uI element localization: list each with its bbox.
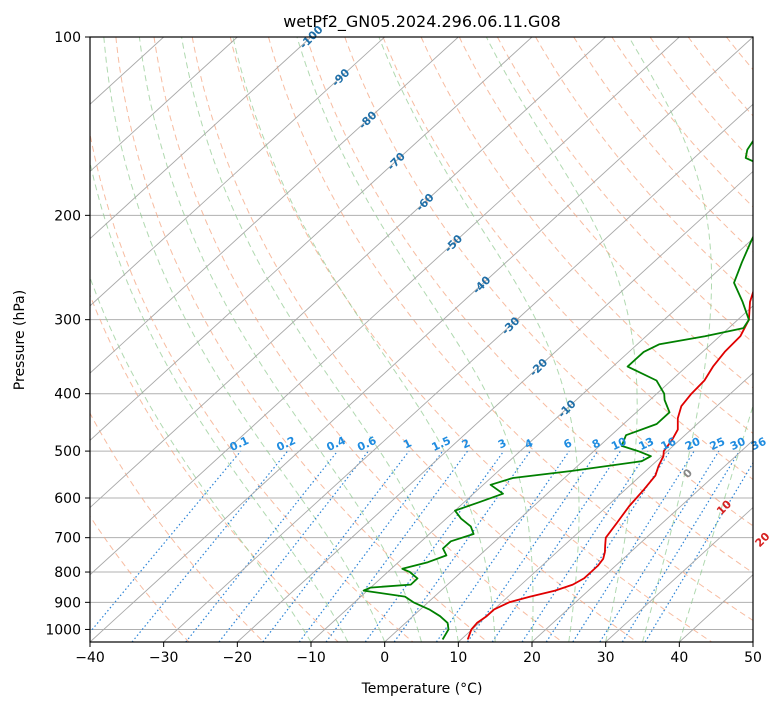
mixing-ratio-line — [262, 450, 410, 642]
isotherm-line — [90, 37, 459, 374]
y-tick-label: 800 — [54, 565, 81, 581]
moist-adiabat-line — [103, 37, 386, 642]
isotherm-line — [90, 37, 753, 642]
mixing-ratio-line — [644, 461, 753, 642]
x-axis-label: Temperature (°C) — [361, 681, 483, 697]
isotherm-line — [90, 37, 606, 509]
dry-adiabat-line — [153, 37, 563, 642]
mixing-ratio-label: 13 — [637, 435, 656, 453]
pressure-gridlines — [90, 37, 753, 630]
sounding-series — [362, 140, 753, 640]
dry-adiabat-line — [90, 412, 264, 642]
isotherm-line — [458, 372, 753, 642]
dry-adiabat-line — [90, 293, 339, 642]
temperature-profile-line — [466, 289, 753, 640]
mixing-ratio-line — [131, 450, 289, 642]
dry-adiabat-line — [115, 37, 488, 642]
mixing-ratio-label: 36 — [749, 435, 769, 453]
x-tick-label: 20 — [523, 650, 541, 666]
mixing-ratio-line — [393, 450, 531, 642]
mixing-ratio-line — [90, 450, 242, 634]
isotherm-line — [90, 37, 238, 173]
mixing-ratio-line — [572, 450, 695, 642]
isotherm-line — [384, 305, 753, 642]
mixing-ratio-label: 10 — [609, 435, 629, 453]
x-tick-label: −30 — [149, 650, 179, 666]
mixing-ratio-label: 30 — [728, 435, 748, 453]
isotherm-line — [90, 37, 312, 240]
mixing-ratio-line — [218, 450, 369, 642]
mixing-ratio-line — [364, 450, 505, 642]
x-tick-label: 0 — [380, 650, 389, 666]
moist-adiabat-line — [485, 37, 638, 642]
moist-adiabat-line — [378, 37, 580, 642]
y-tick-label: 100 — [54, 30, 81, 46]
dry-adiabat-line — [90, 515, 190, 642]
mixing-ratio-label: 16 — [659, 435, 679, 453]
chart-title: wetPf2_GN05.2024.296.06.11.G08 — [283, 12, 561, 32]
dry-adiabat-line — [344, 37, 753, 527]
x-tick-label: −20 — [223, 650, 253, 666]
isotherm-line — [163, 103, 753, 642]
x-axis-ticks: −40 −30 −20 −10 0 10 20 30 40 50 — [75, 642, 762, 666]
moist-adiabat-line — [678, 404, 753, 642]
x-tick-label: 50 — [744, 650, 762, 666]
dry-adiabats — [90, 37, 753, 642]
plot-frame — [89, 36, 754, 643]
moist-adiabat-line — [232, 37, 496, 642]
x-tick-label: 10 — [449, 650, 467, 666]
moist-adiabat-line — [296, 37, 534, 642]
y-axis-ticks: 100 200 300 400 500 600 700 800 900 1000 — [45, 30, 90, 638]
y-tick-label: 1000 — [45, 622, 81, 638]
isotherms — [90, 37, 753, 642]
isotherm-line — [237, 170, 753, 642]
y-axis-label: Pressure (hPa) — [12, 290, 28, 390]
dry-adiabat-line — [306, 37, 753, 574]
x-tick-label: −40 — [75, 650, 105, 666]
moist-adiabat-line — [138, 37, 422, 642]
isotherm-line — [90, 37, 385, 307]
moist-adiabats — [90, 37, 753, 642]
mixing-ratio-line — [599, 450, 720, 642]
isotherm-line — [90, 37, 680, 576]
isotherm-line — [531, 439, 753, 642]
dry-adiabat-line — [535, 37, 753, 298]
x-tick-label: 30 — [597, 650, 615, 666]
moist-adiabat-line — [181, 37, 459, 642]
mixing-ratio-line — [467, 450, 599, 642]
isotherm-line — [310, 238, 753, 642]
dry-adiabat-line — [573, 37, 753, 253]
dry-adiabat-line — [382, 37, 753, 481]
y-tick-label: 900 — [54, 595, 81, 611]
dry-adiabat-line — [90, 131, 414, 642]
x-tick-label: 40 — [670, 650, 688, 666]
y-tick-label: 600 — [54, 491, 81, 507]
y-tick-label: 500 — [54, 444, 81, 460]
dewpoint-profile-line — [362, 140, 753, 640]
moist-adiabat-line — [628, 37, 712, 642]
isotherm-line — [605, 506, 753, 642]
mixing-ratio-line — [185, 450, 339, 642]
mixing-ratio-label: 20 — [683, 435, 703, 453]
isotherm-line — [90, 37, 533, 441]
dry-adiabat-line — [191, 37, 638, 642]
dry-adiabat-line — [229, 37, 712, 642]
mixing-ratio-line — [435, 450, 570, 642]
dry-adiabat-line — [420, 37, 753, 435]
y-tick-label: 400 — [54, 387, 81, 403]
mixing-ratio-line — [621, 450, 740, 642]
mixing-ratio-label: 25 — [708, 435, 727, 453]
y-tick-label: 300 — [54, 313, 81, 329]
dry-adiabat-line — [268, 37, 753, 622]
mixing-ratio-lines — [90, 450, 753, 642]
moist-adiabat-line — [90, 275, 312, 642]
y-tick-label: 700 — [54, 531, 81, 547]
y-tick-label: 200 — [54, 208, 81, 224]
x-tick-label: −10 — [296, 650, 326, 666]
